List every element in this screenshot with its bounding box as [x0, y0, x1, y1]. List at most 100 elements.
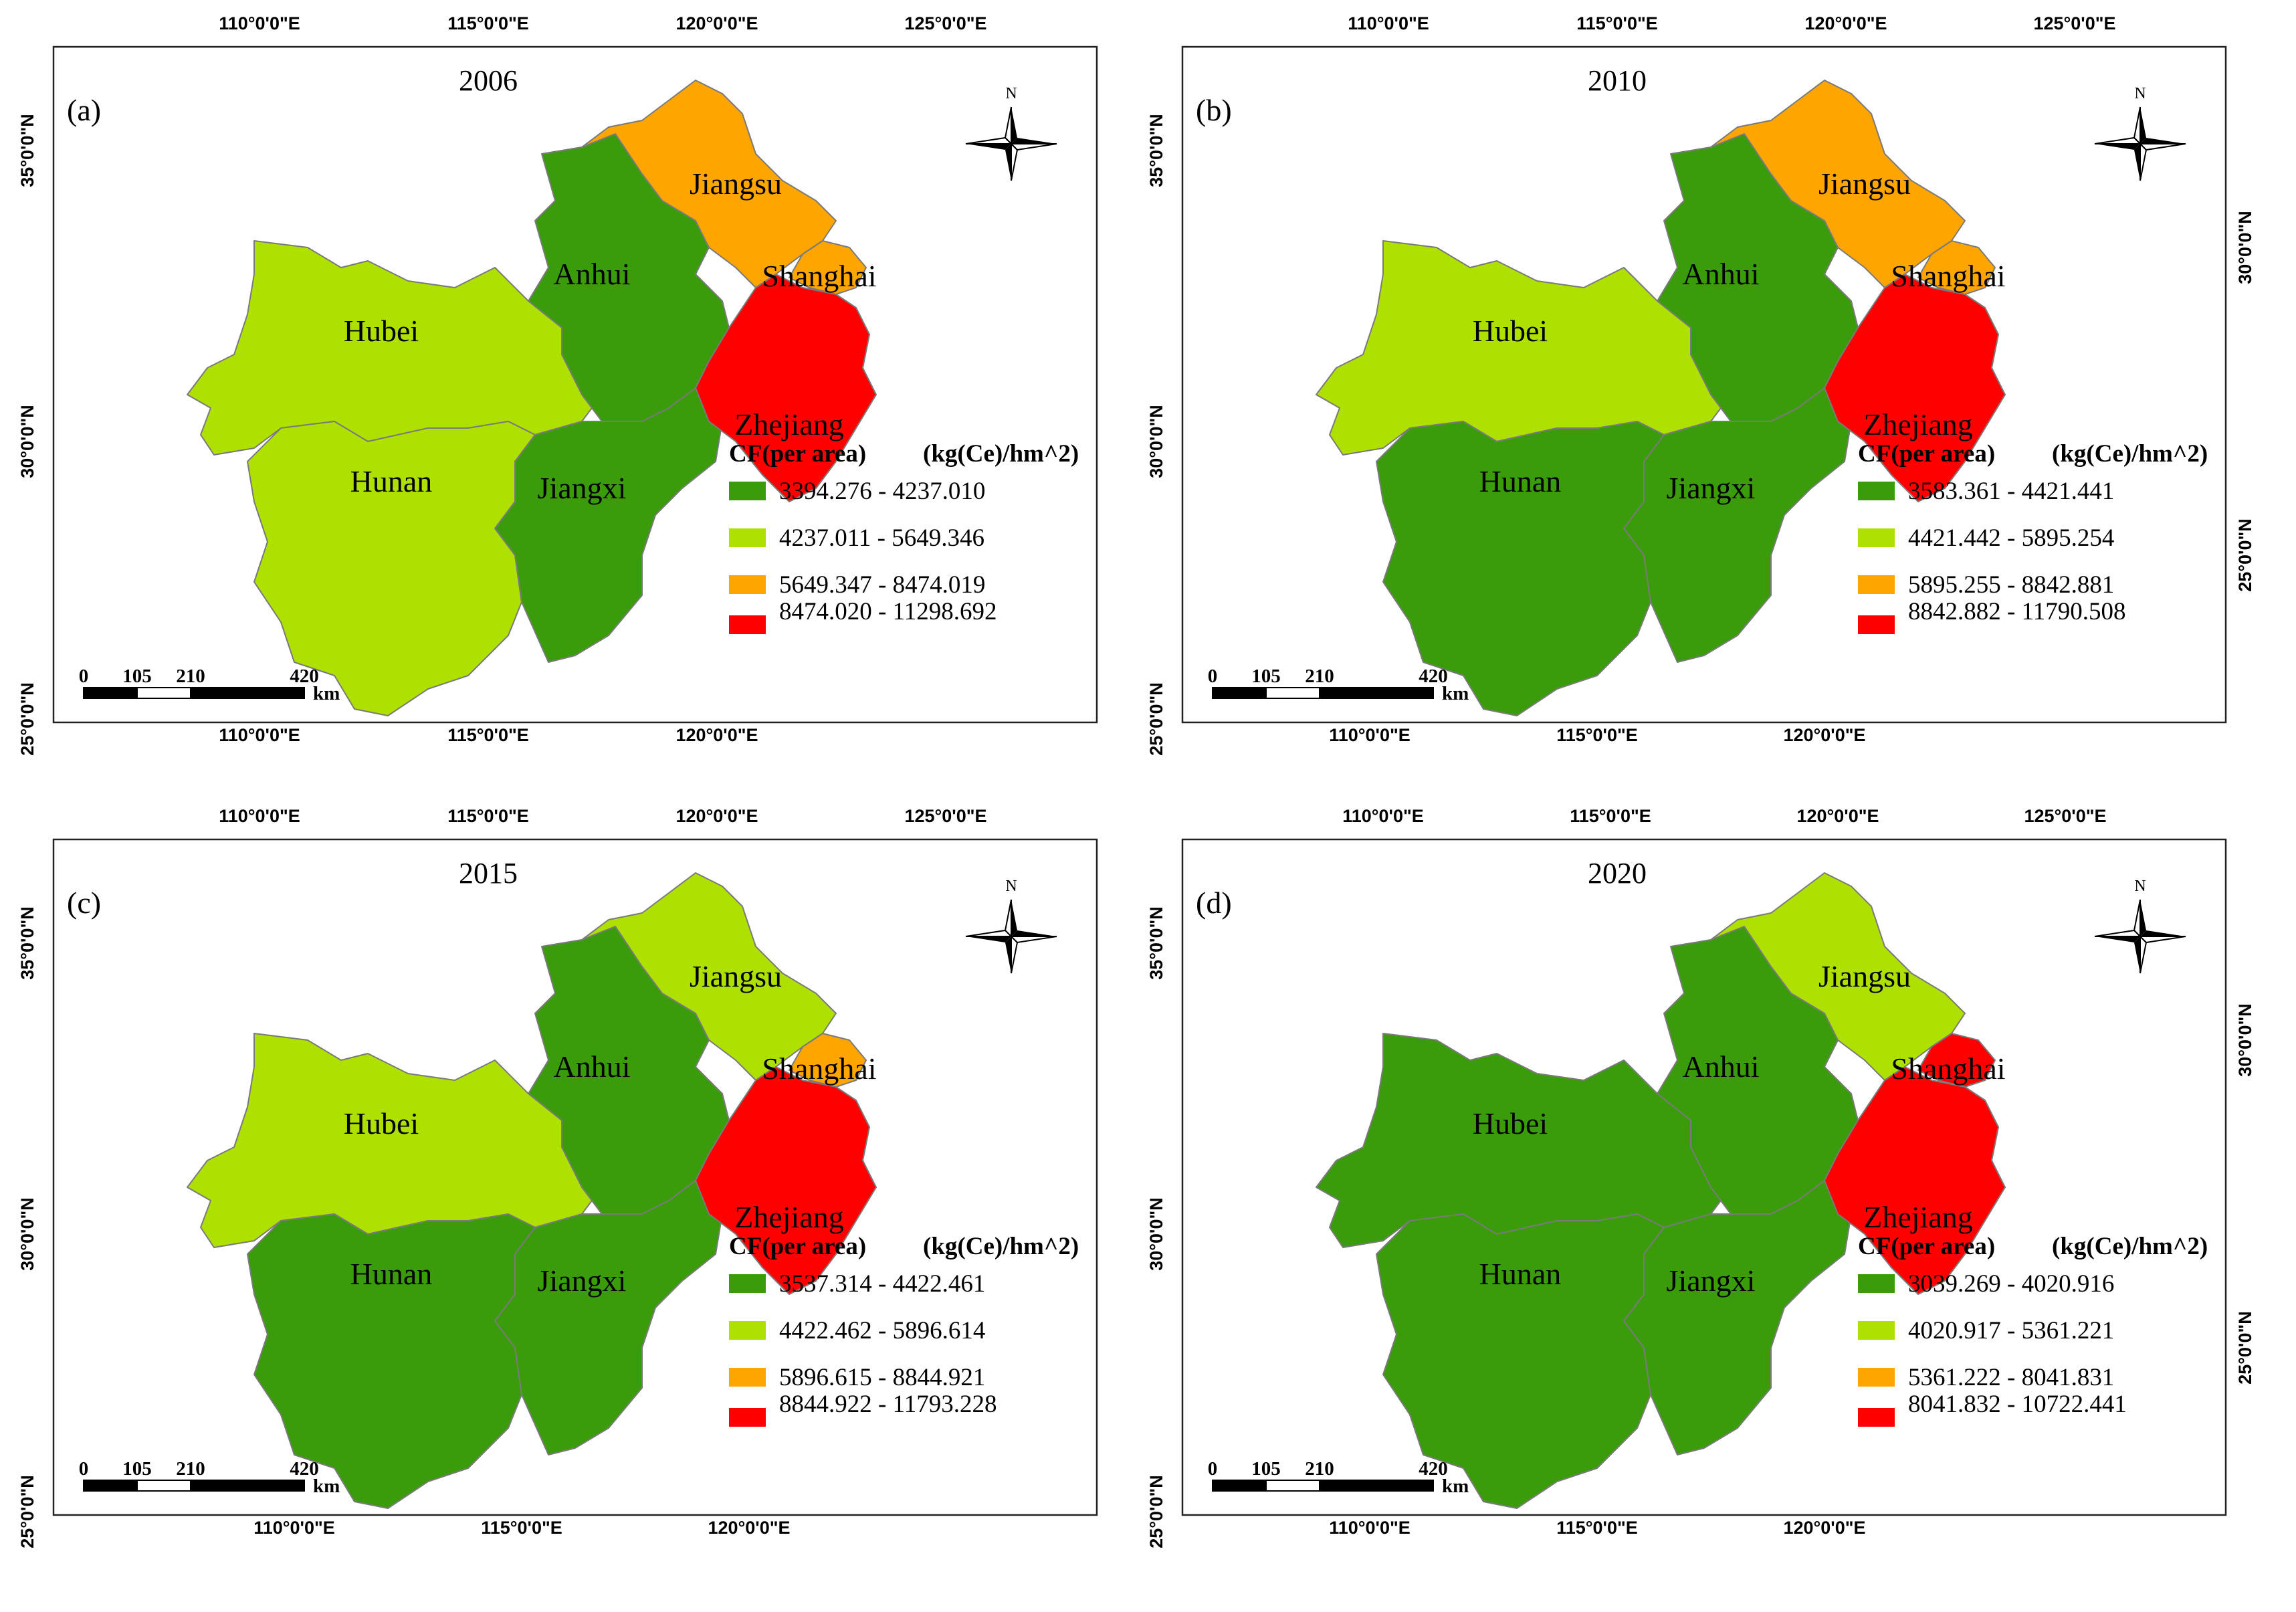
scale-bar-segment — [1212, 1480, 1267, 1492]
scale-label: 420 — [1419, 1458, 1448, 1480]
bottom-lon-axis: 110°0'0"E 115°0'0"E 120°0'0"E — [1329, 1518, 1865, 1538]
lat-tick-label: 35°0'0"N — [17, 906, 37, 980]
province-hubei — [1316, 1033, 1732, 1248]
legend-unit: (kg(Ce)/hm^2) — [923, 440, 1079, 468]
panel-year-title: 2006 — [459, 64, 518, 97]
left-lat-axis: 35°0'0"N 30°0'0"N 25°0'0"N — [17, 906, 37, 1548]
legend-entry: 5895.255 - 8842.881 — [1908, 571, 2114, 599]
legend-swatch — [1858, 575, 1895, 594]
north-arrow-icon: N — [965, 85, 1057, 181]
north-arrow-icon: N — [965, 878, 1057, 974]
scale-label: 0 — [79, 666, 89, 687]
province-label-anhui: Anhui — [1683, 1049, 1760, 1084]
legend-entry: 5649.347 - 8474.019 — [779, 571, 985, 599]
lon-tick-label: 115°0'0"E — [481, 1518, 562, 1538]
legend-title: CF(per area) — [729, 440, 866, 468]
province-label-jiangsu: Jiangsu — [690, 959, 782, 993]
lon-tick-label: 120°0'0"E — [1783, 1518, 1865, 1538]
legend-entry: 8474.020 - 11298.692 — [779, 598, 997, 625]
scale-unit: km — [313, 683, 340, 704]
scale-bar-segment — [190, 1480, 305, 1492]
lat-tick-label: 30°0'0"N — [2235, 211, 2255, 284]
province-layer — [187, 80, 877, 716]
scale-label: 420 — [1419, 666, 1448, 687]
lon-tick-label: 120°0'0"E — [675, 725, 758, 745]
legend: CF(per area) (kg(Ce)/hm^2) 3583.361 - 44… — [1858, 440, 2208, 634]
scale-label: 210 — [1305, 1458, 1334, 1480]
legend-entry: 3537.314 - 4422.461 — [779, 1270, 985, 1298]
province-label-zhejiang: Zhejiang — [1863, 407, 1973, 441]
lon-tick-label: 120°0'0"E — [1796, 806, 1879, 826]
map-frame — [52, 45, 1098, 724]
north-arrow-icon: N — [2094, 85, 2186, 181]
legend-swatch — [729, 615, 766, 634]
legend-entry: 8041.832 - 10722.441 — [1908, 1391, 2127, 1418]
lon-tick-label: 115°0'0"E — [1556, 725, 1638, 745]
panel-year-title: 2020 — [1588, 857, 1647, 890]
lon-tick-label: 115°0'0"E — [1570, 806, 1651, 826]
lat-tick-label: 35°0'0"N — [17, 114, 37, 187]
lon-tick-label: 120°0'0"E — [1783, 725, 1865, 745]
top-lon-axis: 110°0'0"E 115°0'0"E 120°0'0"E 125°0'0"E — [1342, 806, 2106, 826]
province-label-shanghai: Shanghai — [1891, 259, 2005, 293]
legend-title: CF(per area) — [1858, 440, 1995, 468]
top-lon-axis: 110°0'0"E 115°0'0"E 120°0'0"E 125°0'0"E — [219, 13, 986, 33]
province-jiangsu — [1710, 80, 1966, 288]
province-zhejiang — [1824, 1066, 2006, 1295]
province-hubei — [187, 1033, 603, 1248]
province-jiangsu — [1710, 872, 1966, 1081]
province-label-jiangxi: Jiangxi — [1667, 1264, 1756, 1298]
lat-tick-label: 35°0'0"N — [1146, 114, 1166, 187]
legend-entry: 4422.462 - 5896.614 — [779, 1317, 985, 1344]
lon-tick-label: 110°0'0"E — [219, 806, 300, 826]
panel-letter: (d) — [1196, 886, 1232, 920]
province-hunan — [247, 421, 536, 716]
province-zhejiang — [695, 274, 877, 502]
lon-tick-label: 110°0'0"E — [1348, 13, 1429, 33]
province-label-hubei: Hubei — [1473, 1106, 1548, 1140]
province-jiangxi — [494, 387, 723, 663]
province-label-shanghai: Shanghai — [1891, 1051, 2005, 1086]
scale-label: 105 — [1251, 666, 1281, 687]
north-label: N — [1005, 85, 1017, 102]
scale-label: 420 — [290, 1458, 319, 1480]
province-jiangxi — [1623, 1180, 1852, 1455]
legend-title: CF(per area) — [1858, 1233, 1995, 1260]
scale-label: 210 — [176, 666, 205, 687]
map-frame — [52, 838, 1098, 1516]
top-lon-axis: 110°0'0"E 115°0'0"E 120°0'0"E 125°0'0"E — [1348, 13, 2115, 33]
legend-swatch — [1858, 1408, 1895, 1427]
lon-tick-label: 120°0'0"E — [1804, 13, 1887, 33]
left-lat-axis: 35°0'0"N 30°0'0"N 25°0'0"N — [17, 114, 37, 756]
province-shanghai — [789, 240, 867, 295]
panel-letter: (a) — [67, 93, 101, 127]
scale-bar-segment — [1319, 687, 1434, 699]
bottom-lon-axis: 110°0'0"E 115°0'0"E 120°0'0"E — [253, 1518, 790, 1538]
province-hubei — [187, 240, 603, 456]
province-label-jiangxi: Jiangxi — [538, 1264, 627, 1298]
lon-tick-label: 115°0'0"E — [447, 725, 529, 745]
scale-label: 105 — [1251, 1458, 1281, 1480]
north-arrow-icon: N — [2094, 878, 2186, 974]
scale-label: 210 — [1305, 666, 1334, 687]
scale-label: 210 — [176, 1458, 205, 1480]
lon-tick-label: 125°0'0"E — [2033, 13, 2115, 33]
lon-tick-label: 120°0'0"E — [675, 13, 758, 33]
lat-tick-label: 30°0'0"N — [17, 1197, 37, 1271]
legend-swatch — [1858, 615, 1895, 634]
province-jiangsu — [581, 80, 837, 288]
map-panel-b: 110°0'0"E 115°0'0"E 120°0'0"E 125°0'0"E … — [1146, 13, 2255, 816]
scale-bar-segment — [83, 1480, 138, 1492]
map-panel-d: 110°0'0"E 115°0'0"E 120°0'0"E 125°0'0"E … — [1146, 806, 2255, 1609]
province-label-hunan: Hunan — [1479, 1257, 1562, 1291]
lon-tick-label: 125°0'0"E — [904, 13, 986, 33]
lon-tick-label: 115°0'0"E — [1556, 1518, 1638, 1538]
lat-tick-label: 35°0'0"N — [1146, 906, 1166, 980]
province-label-zhejiang: Zhejiang — [1863, 1200, 1973, 1234]
scale-label: 0 — [1208, 1458, 1218, 1480]
legend-swatch — [1858, 528, 1895, 547]
lat-tick-label: 25°0'0"N — [1146, 682, 1166, 756]
legend-entry: 8844.922 - 11793.228 — [779, 1391, 997, 1418]
lon-tick-label: 110°0'0"E — [219, 13, 300, 33]
bottom-lon-axis: 110°0'0"E 115°0'0"E 120°0'0"E — [219, 725, 758, 745]
